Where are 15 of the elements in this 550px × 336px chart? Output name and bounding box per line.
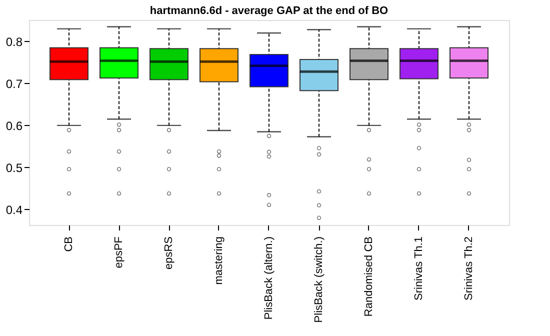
y-tick-label: 0.7 [6, 76, 23, 91]
y-tick-label: 0.4 [6, 202, 23, 217]
x-tick-label: epsPF [113, 236, 125, 268]
x-tick-label: PlisBack (switch.) [313, 236, 325, 323]
x-tick-label: epsRS [163, 236, 175, 270]
x-tick-label: Srinivas Th.1 [413, 236, 425, 300]
y-tick-label: 0.6 [6, 118, 23, 133]
x-tick-label: Randomised CB [363, 236, 375, 317]
y-tick-label: 0.5 [6, 160, 23, 175]
chart-title: hartmann6.6d - average GAP at the end of BO [150, 5, 389, 17]
x-tick-label: mastering [213, 236, 225, 285]
x-tick-label: Srinivas Th.2 [463, 236, 475, 300]
x-tick-label: PlisBack (altern.) [263, 236, 275, 320]
x-tick-label: CB [63, 236, 75, 252]
y-tick-label: 0.8 [6, 34, 23, 49]
